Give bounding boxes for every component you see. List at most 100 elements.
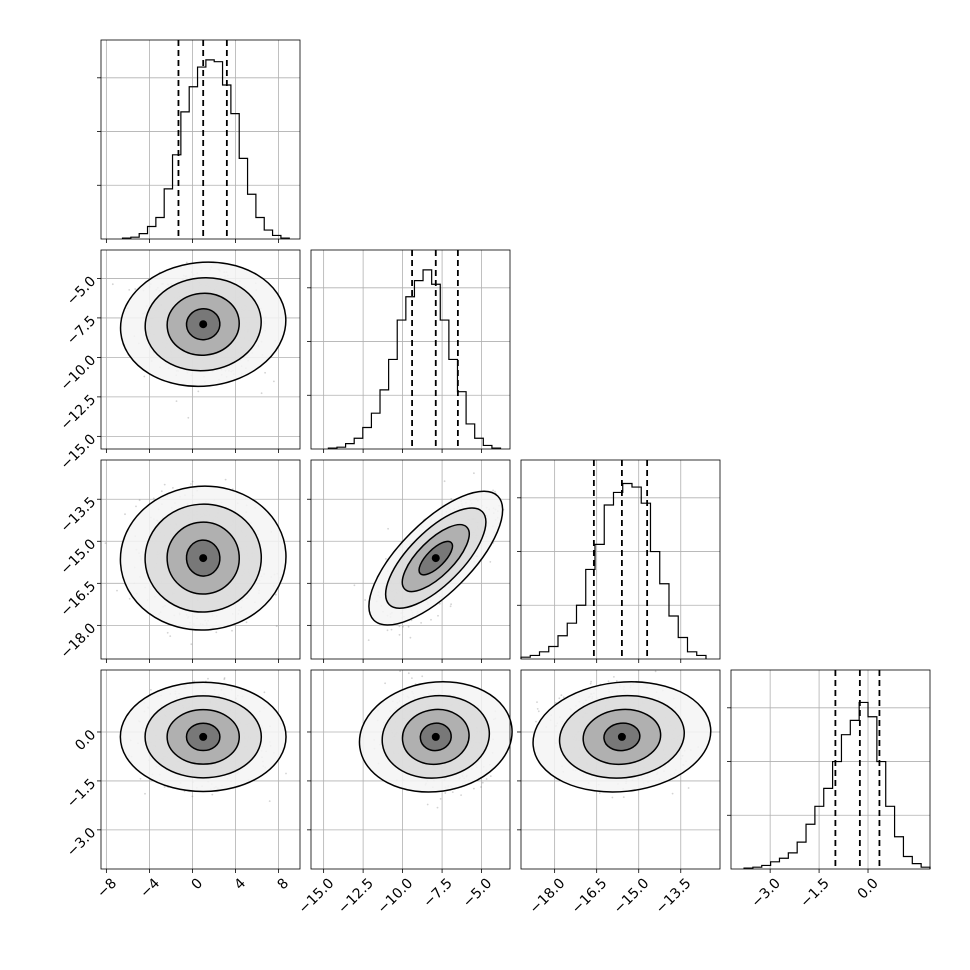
scatter-point — [143, 375, 146, 378]
scatter-point — [245, 621, 248, 624]
scatter-point — [231, 629, 233, 632]
contour-line — [144, 695, 263, 779]
scatter-point — [721, 740, 723, 742]
contour-line — [166, 708, 241, 765]
scatter-point — [264, 371, 266, 374]
scatter-point — [514, 510, 516, 512]
hist-panel-2 — [517, 459, 721, 663]
scatter-point — [407, 625, 410, 628]
scatter-point — [411, 677, 413, 679]
histogram-step — [327, 269, 502, 449]
scatter-point — [134, 288, 137, 290]
scatter-point — [367, 639, 370, 641]
scatter-point — [385, 558, 387, 560]
contour-line — [185, 539, 221, 577]
scatter-point — [166, 631, 169, 634]
scatter-point — [191, 480, 194, 483]
scatter-point — [192, 666, 194, 668]
histogram-step — [743, 701, 931, 869]
scatter-point — [439, 798, 442, 800]
scatter-point — [671, 792, 674, 795]
scatter-point — [481, 781, 484, 784]
scatter-point — [485, 778, 488, 780]
scatter-point — [494, 490, 496, 493]
scatter-point — [450, 498, 453, 500]
scatter-point — [451, 791, 454, 793]
scatter-point — [285, 772, 287, 775]
scatter-point — [353, 584, 356, 587]
scatter-point — [104, 542, 107, 545]
density-peak — [431, 554, 440, 563]
scatter-point — [116, 589, 118, 592]
contour-line — [401, 523, 470, 593]
scatter-point — [398, 633, 401, 636]
scatter-point — [215, 631, 218, 634]
panel-frame — [730, 669, 931, 870]
contour-line — [119, 681, 287, 793]
histogram-step — [121, 59, 290, 239]
density-peak — [199, 320, 208, 329]
scatter-point — [274, 593, 277, 596]
scatter-panel-3-0 — [97, 666, 316, 873]
scatter-point — [426, 803, 429, 806]
scatter-point — [480, 786, 482, 788]
contour-line — [144, 503, 263, 613]
histogram-step — [520, 482, 707, 659]
scatter-point — [128, 597, 131, 600]
panel-frame — [100, 669, 301, 870]
contour-line — [166, 521, 241, 595]
scatter-point — [268, 800, 271, 802]
scatter-point — [489, 775, 492, 777]
scatter-point — [175, 400, 178, 402]
scatter-point — [163, 786, 166, 788]
scatter-point — [223, 678, 226, 681]
scatter-point — [211, 793, 214, 796]
scatter-point — [387, 527, 389, 530]
scatter-point — [135, 505, 137, 508]
scatter-point — [124, 513, 126, 516]
scatter-point — [160, 490, 163, 493]
panel-frame — [310, 459, 511, 660]
scatter-point — [438, 602, 441, 605]
scatter-point — [436, 806, 439, 809]
scatter-point — [390, 628, 393, 631]
scatter-point — [405, 668, 407, 670]
scatter-point — [473, 787, 475, 790]
scatter-point — [473, 472, 475, 475]
scatter-panel-3-2 — [517, 669, 723, 873]
scatter-point — [169, 635, 172, 637]
contour-line — [381, 694, 491, 779]
panel-frame — [100, 459, 301, 660]
scatter-point — [207, 677, 209, 680]
scatter-point — [224, 478, 227, 481]
scatter-point — [444, 792, 447, 794]
contour-line — [119, 261, 287, 388]
contour-line — [368, 490, 504, 626]
hist-panel-1 — [307, 249, 511, 453]
scatter-point — [420, 622, 422, 624]
scatter-point — [190, 483, 192, 485]
panel-frame — [100, 249, 301, 450]
contour-line — [384, 507, 487, 609]
scatter-point — [172, 487, 174, 489]
scatter-point — [386, 629, 389, 632]
hist-panel-3 — [727, 669, 931, 873]
contour-line — [185, 722, 221, 752]
scatter-point — [138, 499, 141, 502]
scatter-point — [314, 755, 316, 757]
scatter-point — [409, 636, 412, 639]
scatter-point — [489, 561, 492, 563]
scatter-point — [430, 618, 432, 621]
panel-frame — [310, 669, 511, 870]
scatter-point — [197, 390, 200, 393]
scatter-point — [273, 380, 275, 383]
scatter-point — [449, 605, 452, 608]
scatter-point — [398, 625, 401, 628]
scatter-point — [364, 599, 366, 601]
scatter-point — [407, 672, 410, 675]
scatter-point — [402, 625, 404, 628]
density-peak — [199, 732, 208, 741]
scatter-point — [150, 689, 152, 691]
density-peak — [199, 554, 208, 563]
